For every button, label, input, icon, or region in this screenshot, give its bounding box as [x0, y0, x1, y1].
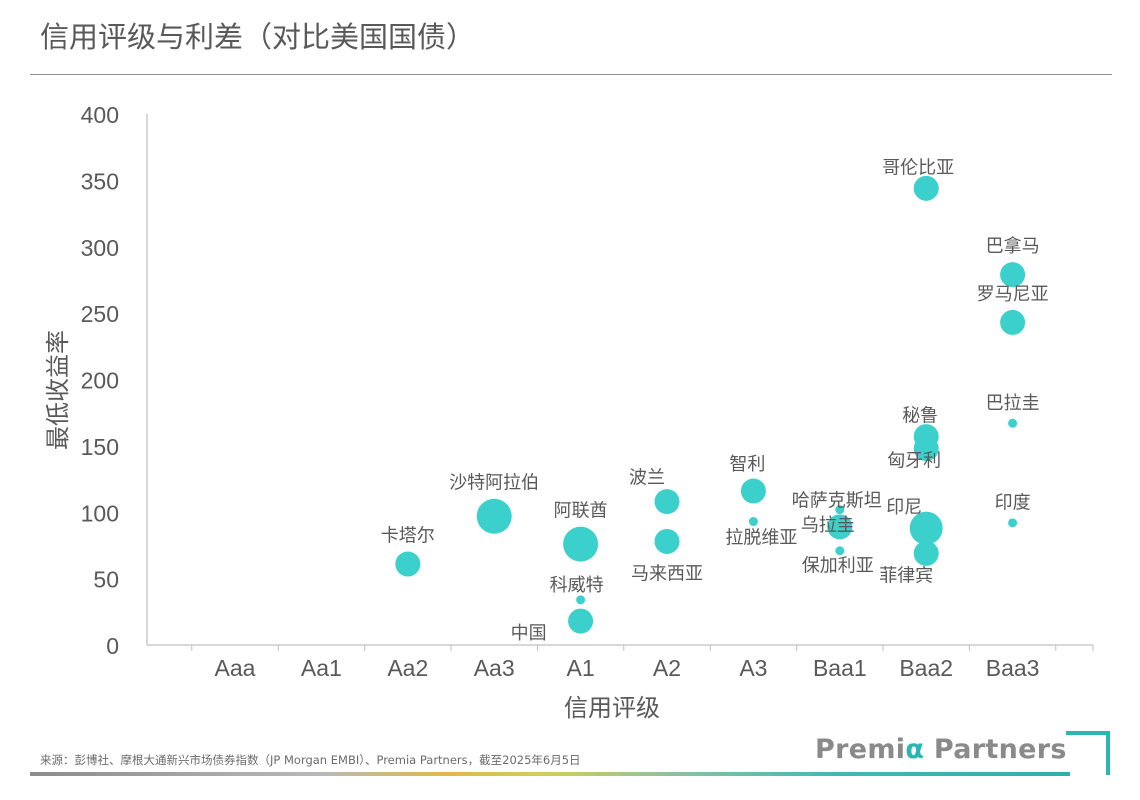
x-tick-label: A2: [653, 655, 681, 681]
x-tick-label: A3: [739, 655, 767, 681]
logo-alpha-glyph: α: [905, 734, 925, 765]
data-point: [1008, 418, 1018, 428]
data-point: [913, 436, 939, 462]
data-point: [835, 546, 845, 556]
x-axis-title: 信用评级: [564, 694, 660, 722]
data-label: 中国: [511, 623, 547, 644]
data-label: 拉脱维亚: [725, 528, 797, 549]
data-point: [563, 526, 599, 562]
x-tick-label: Aaa: [215, 655, 256, 681]
data-point: [654, 489, 680, 515]
y-tick-label: 100: [81, 500, 119, 526]
data-label: 匈牙利: [887, 451, 941, 472]
x-tick-label: A1: [567, 655, 595, 681]
logo-bracket-icon: [1066, 731, 1110, 775]
data-label: 哥伦比亚: [882, 157, 954, 178]
data-point: [1000, 262, 1026, 288]
data-point: [748, 517, 758, 527]
y-tick-label: 150: [81, 434, 119, 460]
data-point: [568, 608, 594, 634]
data-point: [913, 540, 939, 566]
data-point: [1000, 309, 1026, 335]
logo-text-rest: Partners: [924, 734, 1067, 765]
data-point: [576, 595, 586, 605]
y-tick-label: 350: [81, 168, 119, 194]
data-label: 保加利亚: [802, 556, 874, 577]
data-label: 沙特阿拉伯: [449, 473, 539, 494]
data-point: [476, 498, 512, 534]
data-label: 哈萨克斯坦: [792, 491, 882, 512]
y-tick-label: 250: [81, 301, 119, 327]
y-tick-label: 200: [81, 368, 119, 394]
scatter-chart: 0 50 100 150 200 250 300 350 400 Aaa Aa1 Aa2 Aa3 A1 A2…: [44, 102, 1094, 722]
data-label: 卡塔尔: [381, 526, 435, 547]
page-title: 信用评级与利差（对比美国国债）: [40, 20, 476, 54]
data-label: 乌拉圭: [801, 515, 855, 536]
data-point: [395, 551, 421, 577]
data-label: 巴拿马: [986, 235, 1040, 257]
data-label: 印度: [995, 492, 1031, 513]
data-label: 印尼: [886, 497, 922, 518]
x-tick-label: Baa3: [986, 655, 1040, 681]
data-point: [913, 175, 939, 201]
data-point: [1008, 518, 1018, 528]
title-divider: [30, 74, 1112, 75]
data-label: 科威特: [550, 575, 604, 596]
source-note: 来源：彭博社、摩根大通新兴市场债券指数（JP Morgan EMBI）、Prem…: [40, 753, 581, 767]
data-label: 罗马尼亚: [977, 284, 1049, 305]
data-label: 阿联酋: [554, 501, 608, 522]
y-axis-title: 最低收益率: [44, 330, 72, 450]
data-label: 马来西亚: [631, 563, 703, 584]
footer-gradient-bar: [30, 772, 1070, 776]
data-point: [654, 528, 680, 554]
premia-partners-logo: Premiα Partners: [815, 734, 1067, 765]
data-point: [827, 514, 853, 540]
logo-text-main: Premi: [815, 734, 906, 765]
data-label: 巴拉圭: [986, 393, 1040, 414]
data-point: [740, 478, 766, 504]
y-tick-label: 400: [81, 102, 119, 128]
data-label: 智利: [729, 454, 765, 475]
y-tick-label: 0: [106, 633, 119, 659]
data-label: 菲律宾: [879, 565, 933, 586]
x-tick-label: Aa1: [301, 655, 342, 681]
x-tick-label: Baa2: [899, 655, 953, 681]
x-tick-label: Aa2: [387, 655, 428, 681]
y-tick-label: 300: [81, 235, 119, 261]
x-tick-label: Aa3: [474, 655, 515, 681]
data-label: 秘鲁: [902, 406, 938, 427]
data-point: [835, 505, 845, 515]
y-tick-label: 50: [93, 567, 119, 593]
x-tick-label: Baa1: [813, 655, 867, 681]
data-point: [909, 511, 943, 545]
data-label: 波兰: [629, 468, 665, 489]
